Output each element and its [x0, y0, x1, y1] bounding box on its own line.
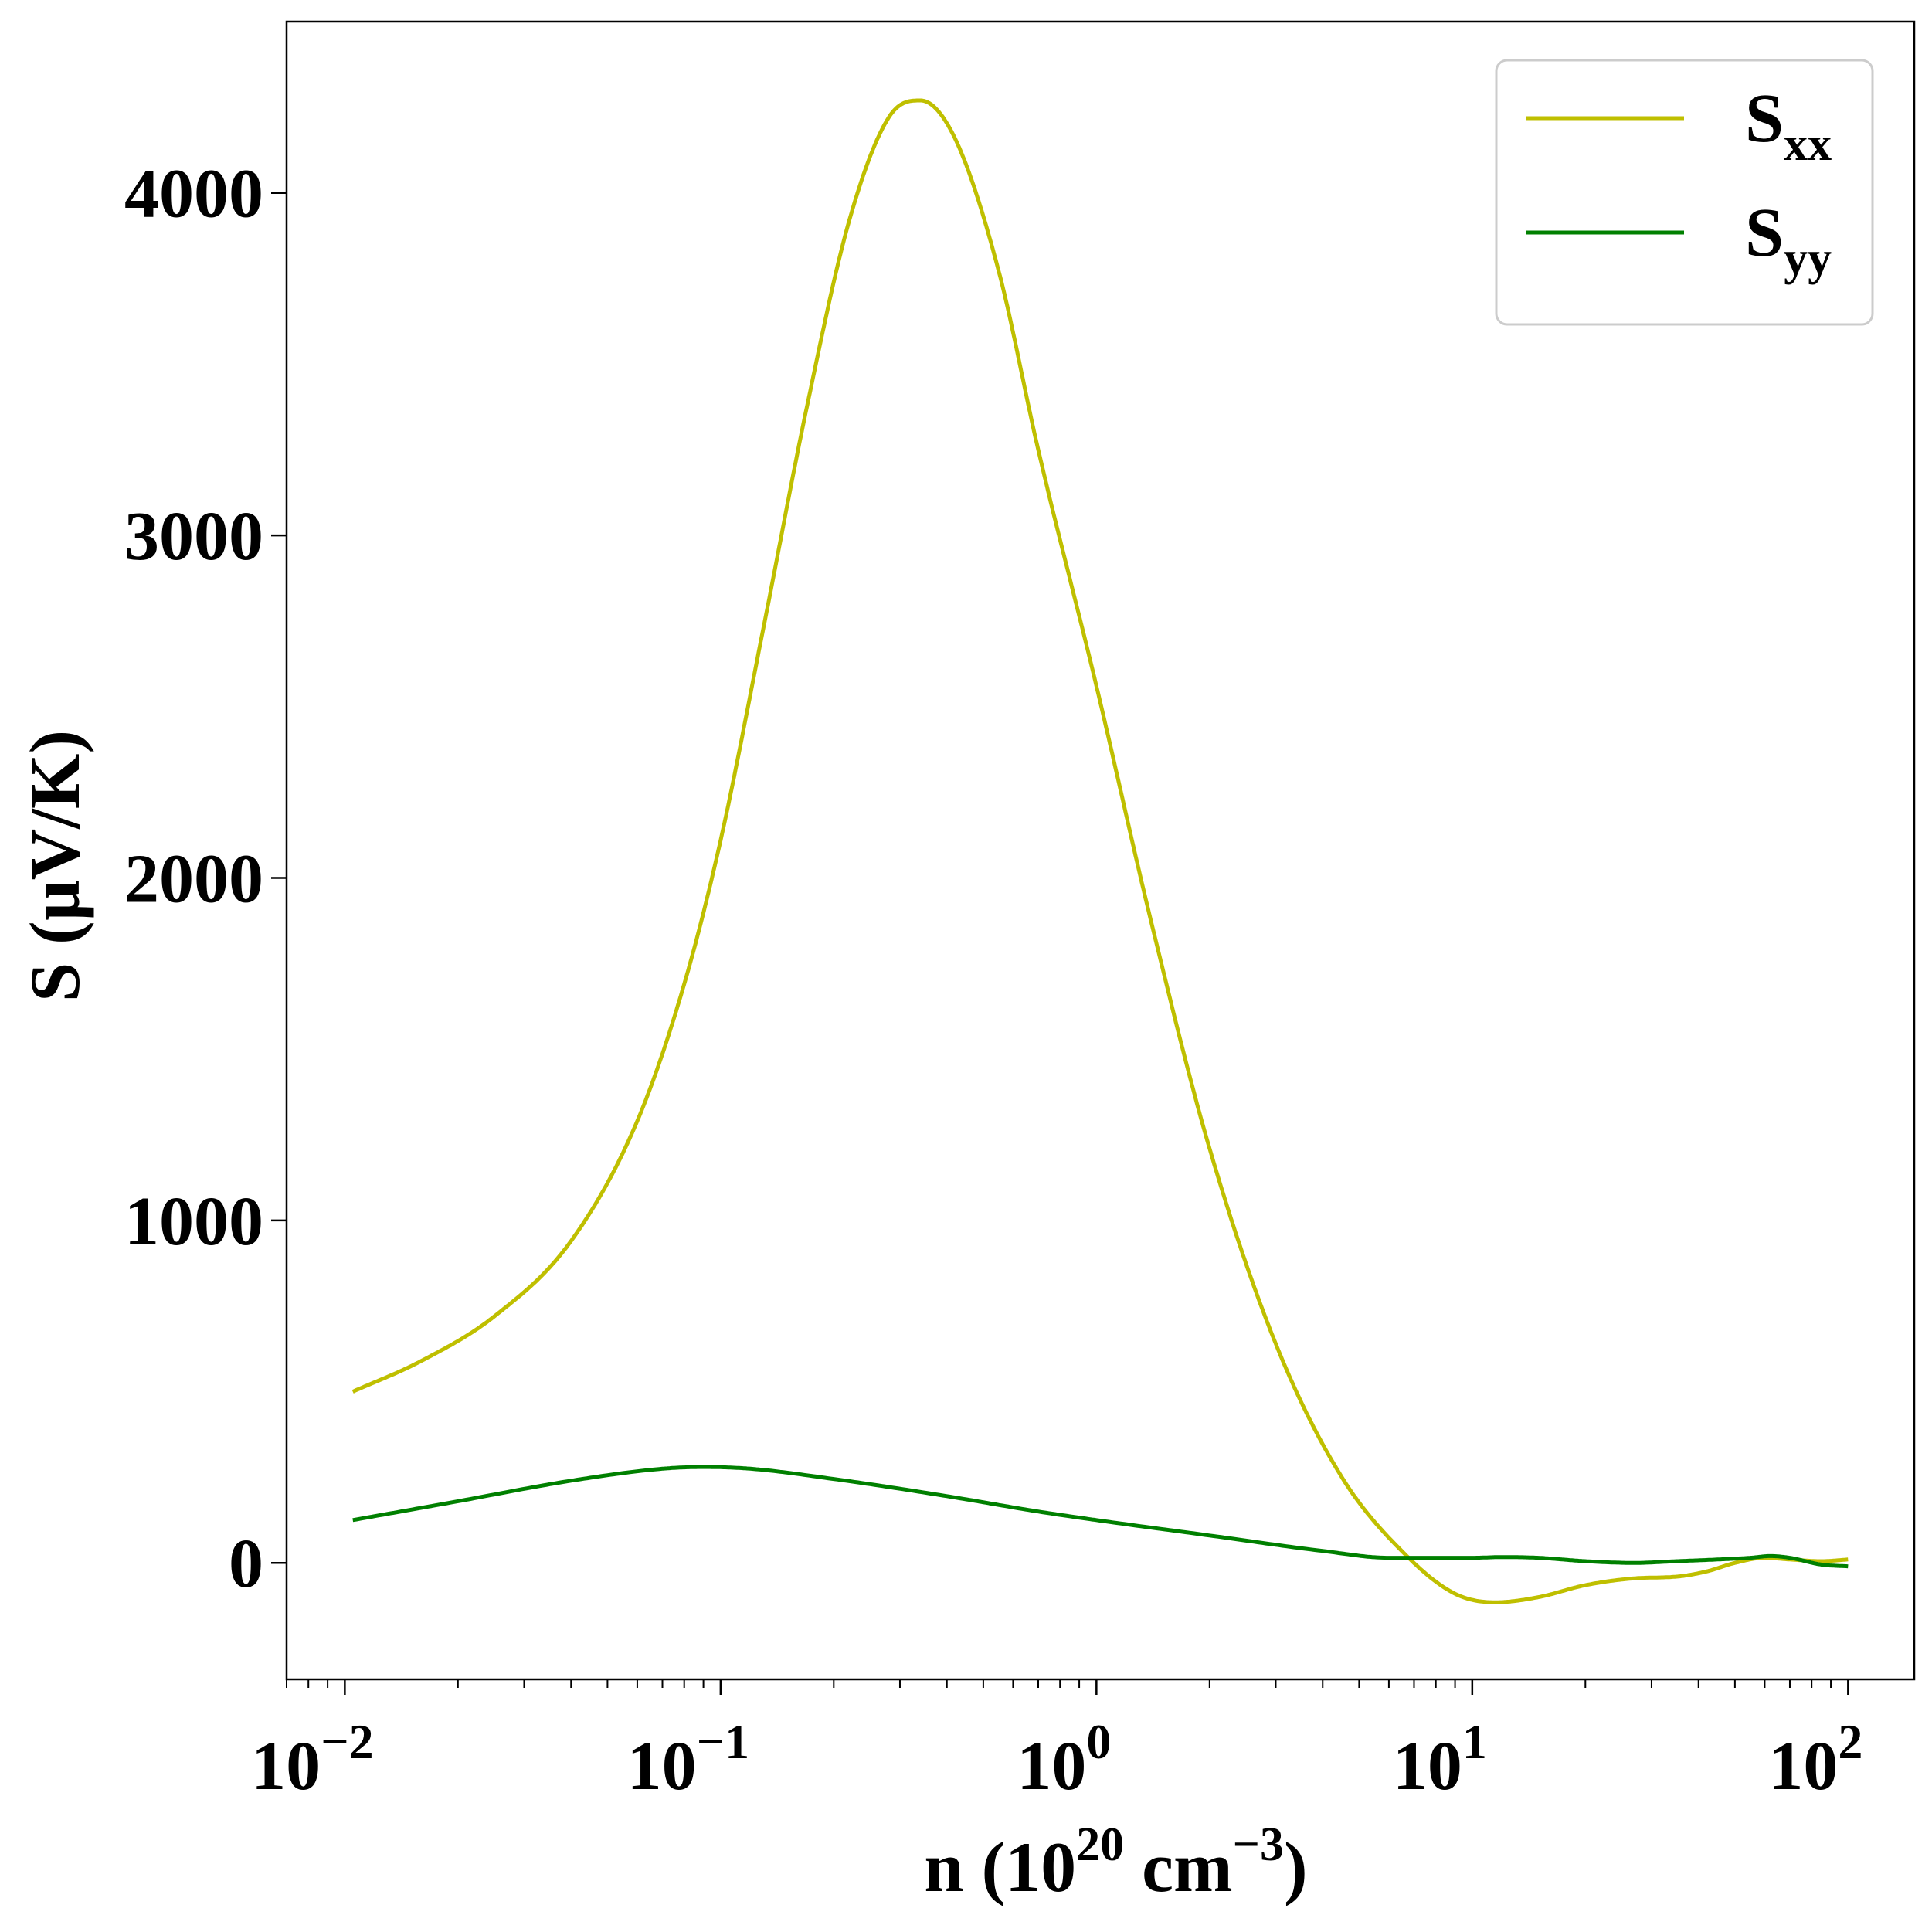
legend-label-syy: Syy — [1745, 195, 1832, 285]
x-tick-label-exp: 1 — [1462, 1714, 1487, 1769]
x-tick-label: 102 — [1768, 1714, 1862, 1804]
series-layer — [351, 98, 1849, 1604]
x-tick-label: 10−1 — [627, 1714, 749, 1804]
x-axis-label-base: n (10 — [924, 1828, 1076, 1906]
x-tick-label-exp: −1 — [697, 1714, 749, 1769]
y-tick-label: 1000 — [124, 1183, 263, 1260]
legend: Sxx Syy — [1495, 59, 1874, 326]
x-tick-label: 10−2 — [251, 1714, 373, 1804]
x-tick-label-exp: −2 — [321, 1714, 373, 1769]
legend-label-syy-sub: yy — [1784, 233, 1832, 285]
y-tick-label: 3000 — [124, 498, 263, 575]
x-tick-label-exp: 0 — [1086, 1714, 1111, 1769]
series-line-sxx — [351, 98, 1849, 1604]
legend-box — [1495, 59, 1874, 326]
x-axis-label-mid: cm — [1124, 1828, 1232, 1906]
x-tick-label-base: 10 — [251, 1728, 321, 1804]
y-axis-label: S (µV/K) — [15, 730, 94, 1002]
x-axis-label-end: ) — [1284, 1828, 1308, 1906]
x-tick-label-base: 10 — [627, 1728, 697, 1804]
x-tick-label-base: 10 — [1393, 1728, 1462, 1804]
y-axis-ticks: 0 1000 2000 3000 4000 — [124, 156, 287, 1602]
x-tick-label-base: 10 — [1017, 1728, 1086, 1804]
x-tick-label-exp: 2 — [1838, 1714, 1862, 1769]
x-axis-label: n (1020 cm−3) — [924, 1818, 1307, 1906]
legend-label-sxx-sub: xx — [1784, 118, 1832, 171]
x-tick-label-base: 10 — [1768, 1728, 1838, 1804]
y-tick-label: 2000 — [124, 840, 263, 917]
legend-label-sxx: Sxx — [1745, 80, 1832, 171]
plot-frame — [285, 20, 1916, 1681]
series-line-syy — [352, 1465, 1849, 1569]
legend-label-syy-main: S — [1745, 195, 1784, 271]
x-tick-label: 101 — [1393, 1714, 1487, 1804]
x-axis-label-sup1: 20 — [1076, 1818, 1124, 1871]
x-tick-label: 100 — [1017, 1714, 1111, 1804]
y-tick-label: 0 — [229, 1526, 263, 1602]
x-axis-ticks: 10−2 10−1 100 101 102 — [251, 1679, 1862, 1804]
y-tick-label: 4000 — [124, 156, 263, 233]
legend-label-sxx-main: S — [1745, 80, 1784, 157]
x-axis-label-sup2: −3 — [1233, 1818, 1284, 1871]
